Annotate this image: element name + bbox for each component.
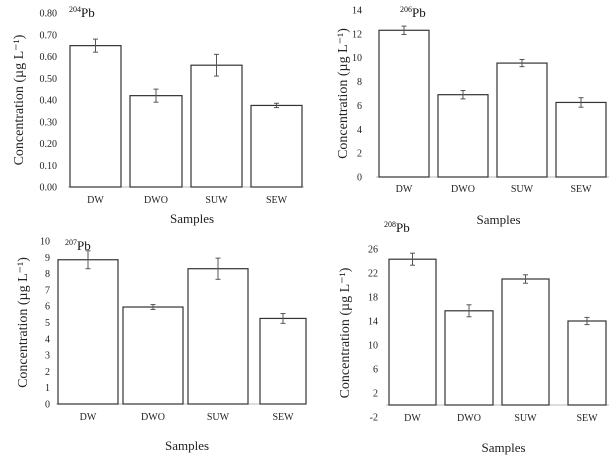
category-label: SEW — [266, 195, 288, 206]
bar-dwo — [437, 94, 489, 178]
bar-suw — [496, 62, 548, 178]
y-tick-label: 6 — [45, 302, 50, 313]
bar-suw — [187, 268, 249, 405]
y-tick-label: 10 — [40, 237, 50, 248]
category-label: DW — [87, 195, 104, 206]
y-tick-label: 8 — [357, 77, 362, 88]
category-label: SUW — [514, 413, 537, 424]
category-label: DWO — [144, 195, 168, 206]
y-tick-label: 4 — [45, 334, 50, 345]
y-tick-label: 3 — [45, 351, 50, 362]
category-label: DW — [396, 184, 413, 195]
chart-title: 207Pb — [65, 238, 91, 253]
x-axis-label: Samples — [165, 438, 209, 453]
y-tick-label: 10 — [368, 341, 378, 352]
category-label: DWO — [451, 184, 475, 195]
y-tick-label: 2 — [357, 149, 362, 160]
title-element: Pb — [396, 220, 410, 235]
category-label: DWO — [457, 413, 481, 424]
y-tick-label: 12 — [352, 29, 362, 40]
category-label: SUW — [207, 412, 230, 423]
bar-dw — [378, 29, 430, 178]
category-label: DW — [404, 413, 421, 424]
y-tick-label: 5 — [45, 318, 50, 329]
bar-sew — [567, 320, 607, 406]
y-tick-label: 0.60 — [40, 52, 58, 63]
chart-title: 204Pb — [69, 5, 95, 20]
bar-dwo — [122, 306, 184, 405]
x-axis-label: Samples — [481, 440, 525, 455]
y-tick-label: 9 — [45, 253, 50, 264]
y-tick-label: 26 — [368, 245, 378, 256]
category-label: DW — [80, 412, 97, 423]
title-element: Pb — [81, 5, 95, 20]
bar-dw — [388, 258, 437, 406]
bar-suw — [501, 278, 550, 406]
y-tick-label: 6 — [373, 365, 378, 376]
title-element: Pb — [77, 238, 91, 253]
y-tick-label: 10 — [352, 53, 362, 64]
chart-title: 206Pb — [400, 5, 426, 20]
y-tick-label: 0.70 — [40, 30, 58, 41]
title-mass-number: 206 — [400, 5, 412, 14]
bar-sew — [250, 104, 303, 188]
y-tick-label: 14 — [368, 317, 378, 328]
y-axis-label: Concentration (µg L⁻¹) — [336, 28, 351, 159]
title-mass-number: 204 — [69, 5, 81, 14]
y-tick-label: 0.10 — [40, 161, 58, 172]
y-tick-label: 2 — [45, 367, 50, 378]
y-axis-label: Concentration (µg L⁻¹) — [16, 257, 31, 388]
bar-dw — [69, 45, 122, 188]
y-tick-label: 8 — [45, 269, 50, 280]
title-mass-number: 208 — [384, 220, 396, 229]
y-tick-label: 22 — [368, 269, 378, 280]
category-label: DWO — [141, 412, 165, 423]
bar-sew — [259, 317, 307, 405]
bar-dwo — [444, 310, 494, 406]
bar-dw — [57, 259, 119, 405]
category-label: SEW — [272, 412, 294, 423]
y-tick-label: 0.80 — [40, 9, 58, 20]
y-tick-label: 18 — [368, 293, 378, 304]
y-tick-label: 0 — [357, 173, 362, 184]
category-label: SEW — [570, 184, 592, 195]
x-axis-label: Samples — [170, 211, 214, 226]
y-tick-label: 6 — [357, 101, 362, 112]
y-axis-label: Concentration (µg L⁻¹) — [12, 34, 27, 165]
category-label: SUW — [511, 184, 534, 195]
y-tick-label: 0.50 — [40, 74, 58, 85]
y-tick-label: 2 — [373, 389, 378, 400]
title-mass-number: 207 — [65, 238, 77, 247]
bar-sew — [555, 101, 607, 178]
title-element: Pb — [412, 5, 426, 20]
y-tick-label: 0 — [45, 400, 50, 411]
y-tick-label: 0.40 — [40, 96, 58, 107]
y-tick-label: 1 — [45, 383, 50, 394]
y-tick-label: -2 — [370, 413, 378, 424]
category-label: SUW — [205, 195, 228, 206]
y-tick-label: 0.20 — [40, 139, 58, 150]
x-axis-label: Samples — [476, 212, 520, 227]
y-tick-label: 14 — [352, 6, 362, 17]
y-tick-label: 0.30 — [40, 117, 58, 128]
bar-suw — [190, 64, 243, 188]
category-label: SEW — [576, 413, 598, 424]
y-axis-label: Concentration (µg L⁻¹) — [338, 267, 353, 398]
y-tick-label: 7 — [45, 285, 50, 296]
chart-title: 208Pb — [384, 220, 410, 235]
bar-dwo — [129, 95, 183, 188]
y-tick-label: 4 — [357, 125, 362, 136]
y-tick-label: 0.00 — [40, 183, 58, 194]
